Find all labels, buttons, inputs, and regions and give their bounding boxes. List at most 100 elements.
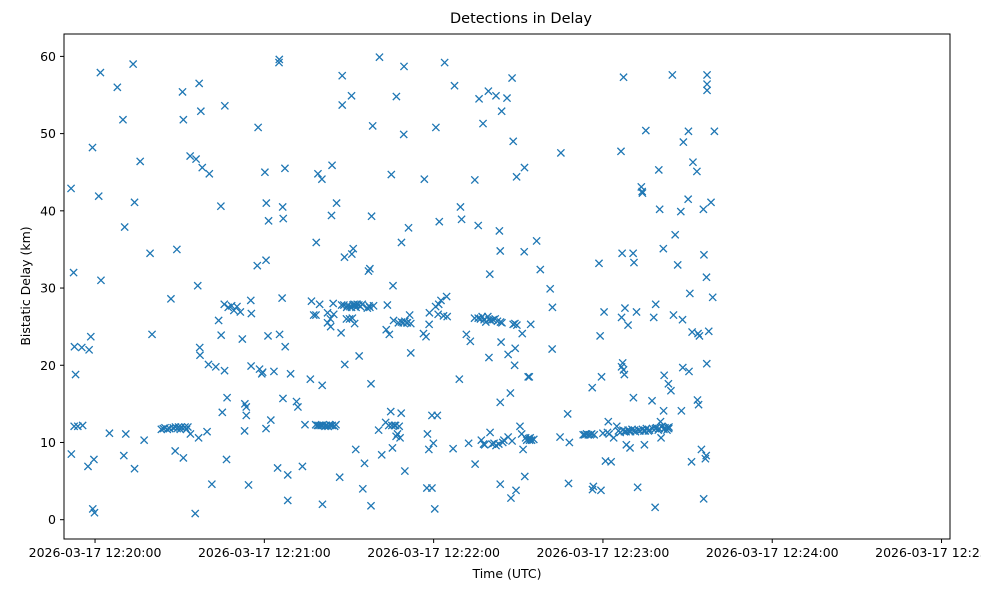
data-point-marker bbox=[519, 445, 528, 454]
data-point-marker bbox=[520, 472, 529, 481]
data-point-marker bbox=[688, 327, 697, 337]
data-point-marker bbox=[96, 68, 105, 77]
data-point-marker bbox=[147, 330, 157, 339]
data-point-marker bbox=[385, 330, 394, 339]
data-point-marker bbox=[434, 310, 443, 319]
data-point-marker bbox=[647, 396, 657, 405]
x-tick-label: 2026-03-17 12:24:00 bbox=[706, 545, 839, 560]
data-point-marker bbox=[702, 86, 712, 95]
data-point-marker bbox=[335, 473, 344, 482]
data-point-marker bbox=[484, 353, 494, 362]
data-point-marker bbox=[348, 314, 357, 323]
x-tick-label: 2026-03-17 12:22:00 bbox=[367, 545, 500, 560]
data-point-marker bbox=[480, 440, 489, 449]
data-point-marker bbox=[657, 433, 666, 442]
data-point-marker bbox=[596, 331, 605, 340]
data-point-marker bbox=[456, 202, 465, 212]
data-point-marker bbox=[406, 348, 415, 357]
data-point-marker bbox=[436, 296, 446, 305]
data-point-marker bbox=[350, 319, 359, 328]
data-point-marker bbox=[326, 322, 335, 331]
data-point-marker bbox=[702, 70, 712, 79]
data-point-marker bbox=[708, 293, 717, 302]
data-point-marker bbox=[178, 87, 187, 96]
data-point-marker bbox=[293, 402, 302, 412]
data-point-marker bbox=[266, 416, 275, 425]
data-point-marker bbox=[693, 395, 702, 405]
data-point-marker bbox=[685, 289, 694, 298]
y-axis: 0 10 20 30 40 50 60 bbox=[40, 49, 64, 527]
data-point-marker bbox=[450, 81, 459, 90]
data-point-marker bbox=[351, 300, 360, 310]
data-point-marker bbox=[261, 424, 271, 433]
data-point-marker bbox=[118, 115, 128, 124]
data-point-marker bbox=[497, 107, 506, 116]
data-point-marker bbox=[236, 307, 245, 317]
data-point-marker bbox=[140, 436, 149, 445]
data-point-marker bbox=[298, 462, 307, 471]
data-point-marker bbox=[520, 163, 529, 172]
data-point-marker bbox=[90, 508, 99, 517]
data-point-marker bbox=[375, 53, 384, 62]
data-point-marker bbox=[232, 302, 242, 311]
data-point-marker bbox=[204, 360, 213, 369]
data-point-marker bbox=[497, 338, 506, 347]
data-point-marker bbox=[105, 429, 114, 438]
data-point-marker bbox=[311, 311, 321, 320]
data-point-marker bbox=[697, 445, 706, 454]
data-point-marker bbox=[195, 343, 204, 352]
data-point-marker bbox=[202, 427, 212, 436]
data-point-marker bbox=[315, 300, 324, 309]
data-point-marker bbox=[136, 157, 145, 166]
y-tick-label: 50 bbox=[40, 126, 56, 141]
data-point-marker bbox=[337, 328, 346, 337]
data-point-marker bbox=[511, 344, 520, 353]
data-point-marker bbox=[520, 247, 529, 256]
data-point-marker bbox=[129, 60, 138, 69]
data-point-marker bbox=[536, 265, 545, 274]
data-point-marker bbox=[655, 205, 664, 214]
data-point-marker bbox=[668, 70, 677, 79]
data-point-marker bbox=[433, 411, 442, 420]
data-point-marker bbox=[179, 115, 188, 124]
data-point-marker bbox=[430, 504, 439, 513]
data-point-marker bbox=[431, 123, 440, 132]
data-point-marker bbox=[471, 460, 480, 469]
data-point-marker bbox=[508, 436, 517, 445]
data-point-marker bbox=[617, 313, 626, 322]
data-point-marker bbox=[612, 422, 621, 431]
data-point-marker bbox=[629, 249, 638, 258]
data-point-marker bbox=[600, 307, 609, 317]
data-point-marker bbox=[515, 422, 525, 431]
data-point-marker bbox=[506, 389, 515, 398]
y-tick-label: 0 bbox=[48, 512, 56, 527]
data-point-marker bbox=[146, 249, 155, 258]
data-point-marker bbox=[429, 439, 438, 448]
data-point-marker bbox=[220, 366, 229, 375]
data-point-marker bbox=[504, 350, 513, 359]
data-point-marker bbox=[217, 331, 226, 340]
data-point-marker bbox=[424, 445, 433, 454]
data-point-marker bbox=[300, 420, 310, 429]
data-point-marker bbox=[238, 334, 247, 344]
x-axis: 2026-03-17 12:20:00 2026-03-17 12:21:00 20… bbox=[29, 539, 981, 560]
data-point-marker bbox=[247, 361, 256, 371]
data-point-marker bbox=[383, 300, 392, 310]
data-point-marker bbox=[699, 205, 708, 214]
data-point-marker bbox=[666, 386, 675, 395]
data-point-marker bbox=[273, 463, 282, 473]
data-point-marker bbox=[443, 312, 452, 321]
data-point-marker bbox=[493, 317, 502, 326]
data-point-marker bbox=[470, 175, 479, 184]
data-point-marker bbox=[88, 143, 97, 152]
data-point-marker bbox=[332, 199, 341, 208]
data-point-marker bbox=[323, 308, 332, 317]
data-point-marker bbox=[692, 167, 701, 176]
data-point-marker bbox=[664, 422, 674, 432]
data-point-marker bbox=[464, 439, 473, 448]
data-point-marker bbox=[684, 195, 693, 204]
data-point-marker bbox=[244, 480, 253, 490]
data-point-marker bbox=[699, 494, 708, 503]
data-point-marker bbox=[632, 307, 641, 317]
